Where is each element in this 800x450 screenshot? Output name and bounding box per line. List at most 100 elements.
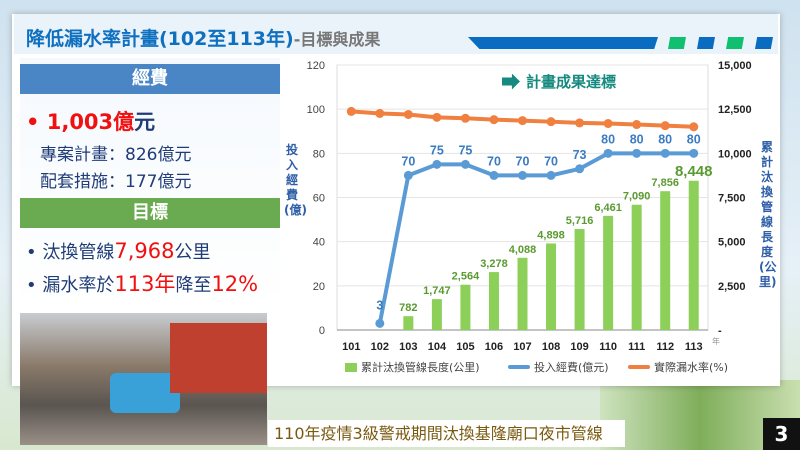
left-axis-tick: 80 xyxy=(313,148,325,160)
right-axis-tick: 10,000 xyxy=(718,148,752,160)
bar xyxy=(517,257,528,330)
bar-label: 4,088 xyxy=(509,244,537,256)
leak-point xyxy=(603,119,613,129)
left-axis-tick: 40 xyxy=(313,237,325,249)
investment-label: 75 xyxy=(430,143,444,157)
bar-label: 6,461 xyxy=(594,202,622,214)
header-decoration xyxy=(697,37,715,49)
header-decoration xyxy=(726,37,744,49)
page-title: 降低漏水率計畫(102至113年)-目標與成果 xyxy=(26,28,381,50)
leak-label: 16.63 xyxy=(425,55,449,58)
x-axis-tick: 101 xyxy=(342,341,360,353)
page-subtitle: -目標與成果 xyxy=(293,30,381,49)
x-axis-tick: 106 xyxy=(485,341,503,353)
investment-label: 70 xyxy=(516,154,530,168)
leak-point xyxy=(575,118,585,128)
x-axis-tick: 105 xyxy=(456,341,474,353)
investment-point xyxy=(689,148,699,158)
funding-total: • 1,003億元 xyxy=(26,110,156,134)
investment-label: 70 xyxy=(487,154,501,168)
leak-label: 13.9 xyxy=(570,55,589,58)
achievement-callout: 計畫成果達標 xyxy=(502,71,616,92)
right-axis-tick: 5,000 xyxy=(718,237,746,249)
x-axis-tick: 109 xyxy=(570,341,588,353)
leak-label: 14.49 xyxy=(539,55,563,58)
investment-label: 3 xyxy=(376,298,383,312)
bar-label: 4,898 xyxy=(537,229,565,241)
investment-label: 80 xyxy=(630,132,644,146)
right-axis-tick: 7,500 xyxy=(718,193,746,205)
investment-label: 75 xyxy=(458,143,472,157)
bar-label: 3,278 xyxy=(480,258,508,270)
chart: 0 20 40 60 80 100 120 - 2,500 5,000 7,500 10,000 12,… xyxy=(307,55,752,353)
leak-label: 16.16 xyxy=(454,55,478,58)
investment-point xyxy=(375,318,385,328)
right-axis-tick: 2,500 xyxy=(718,281,746,293)
page-number: 3 xyxy=(763,418,800,450)
legend-item-investment: 投入經費(億元) xyxy=(508,359,609,375)
x-axis-tick: 113 xyxy=(685,341,703,353)
leak-point xyxy=(518,116,527,126)
goal-pipe: • 汰換管線7,968公里 xyxy=(26,239,211,263)
investment-point xyxy=(489,170,499,180)
leak-point xyxy=(632,120,642,130)
investment-label: 80 xyxy=(687,132,701,146)
bar-label: 782 xyxy=(399,302,417,314)
investment-point xyxy=(603,148,613,158)
photo-caption: 110年疫情3級警戒期間汰換基隆廟口夜市管線 xyxy=(268,420,625,447)
header-decoration xyxy=(668,37,686,49)
bar xyxy=(546,243,557,330)
right-axis-tick: 12,500 xyxy=(718,104,752,116)
legend-item-leak-rate: 實際漏水率(%) xyxy=(628,359,728,375)
leak-label: 12.54 xyxy=(653,55,677,58)
left-axis-tick: 20 xyxy=(313,281,325,293)
right-axis-tick: 15,000 xyxy=(718,60,752,72)
leak-label: 13.1 xyxy=(627,55,646,58)
goal-leak: • 漏水率於113年降至12% xyxy=(26,272,259,296)
bar xyxy=(574,229,585,330)
legend-swatch xyxy=(345,362,357,372)
legend-swatch xyxy=(628,365,650,369)
leak-label: 19.55 xyxy=(339,55,363,58)
leak-point xyxy=(660,121,670,131)
bar-label: 2,564 xyxy=(452,271,480,283)
leak-label: 11.99 xyxy=(675,55,712,59)
x-axis-tick: 107 xyxy=(513,341,531,353)
leak-point xyxy=(403,109,413,119)
construction-photo xyxy=(20,313,267,445)
bar xyxy=(660,191,671,330)
investment-point xyxy=(632,148,642,158)
bar-label: 7,090 xyxy=(623,191,651,203)
left-axis-tick: 120 xyxy=(307,60,325,72)
x-axis-unit: 年 xyxy=(712,336,720,346)
leak-label: 15.49 xyxy=(482,55,506,58)
funding-heading: 經費 xyxy=(20,64,280,94)
leak-point xyxy=(489,115,499,125)
x-axis-tick: 108 xyxy=(542,341,560,353)
investment-label: 70 xyxy=(401,154,415,168)
leak-point xyxy=(546,117,556,127)
left-axis-tick: 0 xyxy=(319,325,325,337)
arrow-right-icon xyxy=(502,73,520,90)
investment-label: 80 xyxy=(601,132,615,146)
leak-label: 15.03 xyxy=(511,55,535,58)
summary-panel xyxy=(20,58,280,310)
leak-point xyxy=(460,113,470,123)
investment-point xyxy=(660,148,670,158)
leak-point xyxy=(346,106,356,116)
legend-item-pipe: 累計汰換管線長度(公里) xyxy=(345,359,480,375)
investment-point xyxy=(403,170,413,180)
investment-label: 80 xyxy=(658,132,672,146)
x-axis-tick: 103 xyxy=(399,341,417,353)
goals-heading: 目標 xyxy=(20,198,280,228)
left-axis-tick: 100 xyxy=(307,104,325,116)
legend-swatch xyxy=(508,365,530,369)
investment-point xyxy=(546,170,556,180)
bar-label: 7,856 xyxy=(651,177,679,189)
bar-label: 8,448 xyxy=(675,163,713,180)
leak-label: 18.04 xyxy=(396,55,420,58)
bar xyxy=(403,316,414,330)
funding-item: 配套措施：177億元 xyxy=(40,172,192,192)
right-axis-tick: - xyxy=(718,325,722,337)
bar xyxy=(688,180,699,330)
